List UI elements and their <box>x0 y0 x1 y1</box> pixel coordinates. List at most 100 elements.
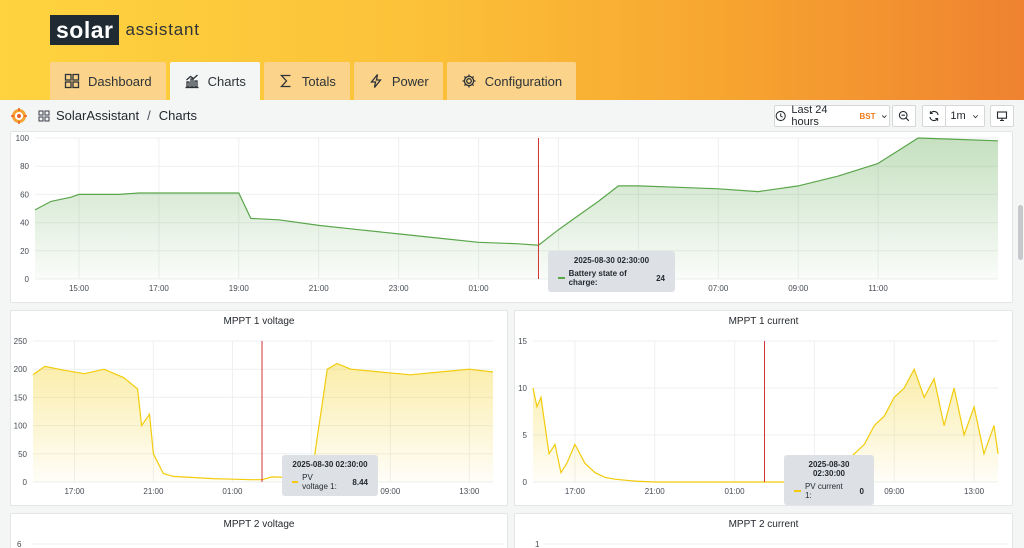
apps-icon <box>38 109 50 122</box>
time-range-label: Last 24 hours <box>791 104 828 128</box>
tooltip-value: 24 <box>656 273 665 283</box>
tab-label: Configuration <box>484 73 563 89</box>
zoom-out-button[interactable] <box>892 105 916 127</box>
tab-charts[interactable]: Charts <box>169 62 260 100</box>
logo-text: assistant <box>125 20 200 39</box>
panel-title[interactable]: MPPT 2 voltage <box>223 519 295 530</box>
series-swatch <box>292 481 299 483</box>
y-tick-label: 0 <box>23 478 28 487</box>
x-tick-label: 09:00 <box>788 284 809 293</box>
app-logo[interactable]: solar assistant <box>50 15 200 45</box>
y-tick-label: 50 <box>18 450 27 459</box>
battery-soc-chart[interactable]: 0 20 40 60 80 100 15:00 17:00 19:00 21:00 23:00 01:… <box>11 132 1014 304</box>
y-tick-label: 1 <box>535 540 540 548</box>
grid-icon <box>64 73 80 89</box>
y-tick-label: 100 <box>14 422 28 431</box>
tooltip-value: 0 <box>859 486 864 496</box>
y-tick-label: 6 <box>17 540 22 548</box>
x-tick-label: 21:00 <box>143 487 164 496</box>
refresh-button[interactable] <box>922 105 946 127</box>
series-area <box>33 363 493 482</box>
mppt1-voltage-panel: MPPT 1 voltage 0 50 100 150 200 250 17:00 21:00… <box>10 310 508 506</box>
y-tick-label: 200 <box>14 365 28 374</box>
x-tick-label: 07:00 <box>708 284 729 293</box>
tab-configuration[interactable]: Configuration <box>446 62 577 100</box>
y-tick-label: 10 <box>518 384 527 393</box>
refresh-icon <box>929 110 939 122</box>
y-tick-label: 40 <box>20 219 29 228</box>
chevron-down-icon <box>882 114 888 118</box>
panel-title[interactable]: MPPT 1 current <box>728 316 799 327</box>
x-tick-label: 01:00 <box>222 487 243 496</box>
battery-soc-panel: 0 20 40 60 80 100 15:00 17:00 19:00 21:00 23:00 01:… <box>10 131 1013 303</box>
dashboard-toolbar: SolarAssistant / Charts Last 24 hours BS… <box>0 100 1024 132</box>
tab-dashboard[interactable]: Dashboard <box>50 62 166 100</box>
refresh-interval-picker[interactable]: 1m <box>945 105 985 127</box>
time-range-picker[interactable]: Last 24 hours BST <box>774 104 890 128</box>
x-tick-label: 09:00 <box>884 487 905 496</box>
zoom-out-icon <box>898 110 910 122</box>
grafana-logo-icon[interactable] <box>10 107 28 125</box>
app-header: solar assistant Dashboard Charts Totals … <box>0 0 1024 100</box>
tab-label: Power <box>391 73 429 89</box>
bar-chart-icon <box>185 74 199 89</box>
tab-label: Charts <box>207 73 246 89</box>
bolt-icon <box>370 74 382 88</box>
battery-tooltip: 2025-08-30 02:30:00 Battery state of cha… <box>548 251 675 292</box>
page-scrollbar[interactable] <box>1018 205 1023 260</box>
breadcrumb-root[interactable]: SolarAssistant <box>56 108 140 123</box>
tab-totals[interactable]: Totals <box>263 62 350 100</box>
sigma-icon <box>279 74 291 88</box>
clock-icon <box>775 110 786 122</box>
x-tick-label: 01:00 <box>469 284 490 293</box>
mppt2-current-panel: MPPT 2 current 1 <box>514 513 1013 548</box>
x-tick-label: 11:00 <box>868 284 888 293</box>
y-tick-label: 150 <box>14 393 28 402</box>
tooltip-label: Battery state of charge: <box>568 269 627 287</box>
y-tick-label: 60 <box>20 190 29 199</box>
y-tick-label: 80 <box>20 162 29 171</box>
x-tick-label: 23:00 <box>389 284 410 293</box>
refresh-interval-label: 1m <box>950 110 966 122</box>
nav-tabs: Dashboard Charts Totals Power Configurat… <box>50 62 577 100</box>
x-tick-label: 17:00 <box>149 284 170 293</box>
y-tick-label: 0 <box>25 275 30 284</box>
y-tick-label: 15 <box>518 337 527 346</box>
tooltip-label: PV voltage 1: <box>302 473 337 491</box>
breadcrumb: SolarAssistant / Charts <box>38 108 197 123</box>
x-tick-label: 09:00 <box>380 487 401 496</box>
y-tick-label: 0 <box>523 478 528 487</box>
chevron-down-icon <box>972 114 978 118</box>
mppt1-voltage-chart[interactable]: 05010015020025017:0021:0001:0005:0009:00… <box>11 311 509 507</box>
x-tick-label: 17:00 <box>64 487 85 496</box>
tv-mode-button[interactable] <box>990 105 1014 127</box>
x-tick-label: 15:00 <box>69 284 90 293</box>
series-swatch <box>794 490 801 492</box>
y-tick-label: 100 <box>16 134 30 143</box>
panel-title[interactable]: MPPT 2 current <box>728 519 799 530</box>
monitor-icon <box>996 111 1008 122</box>
tab-power[interactable]: Power <box>353 62 443 100</box>
tooltip-time: 2025-08-30 02:30:00 <box>292 460 368 469</box>
mppt2-voltage-panel: MPPT 2 voltage 6 <box>10 513 508 548</box>
x-tick-label: 13:00 <box>459 487 480 496</box>
series-area <box>35 138 998 279</box>
x-tick-label: 21:00 <box>645 487 666 496</box>
mppt1-current-tooltip: 2025-08-30 02:30:00 PV current 1: 0 <box>784 455 874 505</box>
y-tick-label: 250 <box>14 337 28 346</box>
timezone-label: BST <box>859 111 876 121</box>
tooltip-label: PV current 1: <box>804 482 843 500</box>
y-tick-label: 20 <box>20 247 29 256</box>
series-area <box>533 369 998 482</box>
x-tick-label: 21:00 <box>309 284 330 293</box>
x-tick-label: 17:00 <box>565 487 586 496</box>
breadcrumb-page: Charts <box>158 108 198 123</box>
tooltip-time: 2025-08-30 02:30:00 <box>573 256 650 265</box>
panel-title[interactable]: MPPT 1 voltage <box>223 316 295 327</box>
x-tick-label: 19:00 <box>229 284 250 293</box>
mppt2-current-chart[interactable]: 1 <box>515 514 1014 548</box>
tab-label: Totals <box>301 73 336 89</box>
mppt2-voltage-chart[interactable]: 6 <box>11 514 509 548</box>
gear-icon <box>462 74 476 88</box>
